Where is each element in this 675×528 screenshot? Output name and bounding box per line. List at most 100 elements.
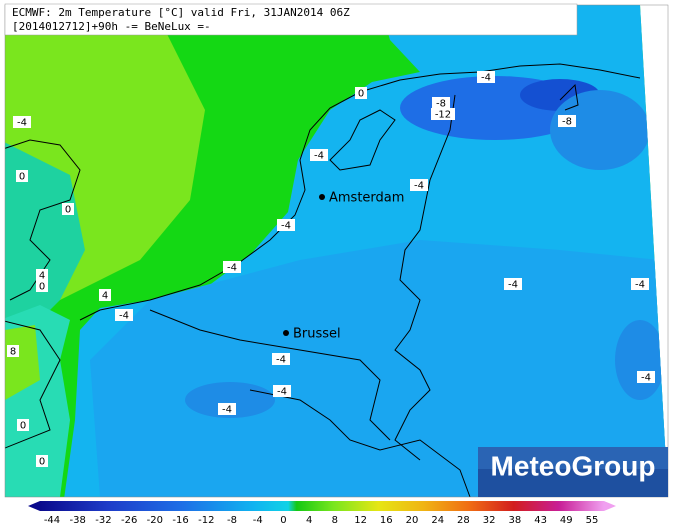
contour-label: -8 <box>436 99 446 110</box>
borders <box>5 63 641 497</box>
contour-label-box <box>273 385 291 397</box>
contour-label: 8 <box>10 347 16 358</box>
colorbar-tick-label: 0 <box>280 515 286 526</box>
colorbar-tick-label: 16 <box>380 515 393 526</box>
header-box <box>4 3 578 36</box>
land-field <box>90 240 668 497</box>
contour-label: 0 <box>358 89 364 100</box>
contour-label: 4 <box>102 291 108 302</box>
logo-shade <box>478 447 668 469</box>
colorbar-tick-label: 8 <box>332 515 338 526</box>
contour-label-box <box>115 309 133 321</box>
colorbar-tick-label: 32 <box>483 515 496 526</box>
contour-label-box <box>36 269 48 281</box>
contour-label: -4 <box>641 373 651 384</box>
contour-label-box <box>432 97 450 109</box>
city-name: Brussel <box>293 327 341 342</box>
contour-label-box <box>62 203 74 215</box>
header: ECMWF: 2m Temperature [°C] valid Fri, 31… <box>4 3 578 36</box>
contour-label-box <box>504 278 522 290</box>
contour-label: 0 <box>39 457 45 468</box>
contour-label-box <box>223 261 241 273</box>
cities: Amsterdam Brussel <box>283 191 404 342</box>
coastline <box>5 319 61 451</box>
contour-label: 4 <box>39 271 45 282</box>
contour-label: -4 <box>281 221 291 232</box>
contour-label-box <box>355 87 367 99</box>
colorbar-arrow <box>28 501 40 511</box>
contour-label: -4 <box>481 73 491 84</box>
contour-label-box <box>310 149 328 161</box>
city-name: Amsterdam <box>329 191 404 206</box>
contour-label-box <box>99 289 111 301</box>
colorbar-tick-label: 12 <box>354 515 367 526</box>
cold-patch <box>615 320 665 400</box>
coastline <box>299 63 641 161</box>
logo-text: MeteoGroup <box>491 450 656 481</box>
colorbar-tick-label: -4 <box>253 515 263 526</box>
contour-label-box <box>431 108 455 120</box>
colorbar-tick-label: -38 <box>70 515 86 526</box>
colorbar-tick-label: 49 <box>560 515 573 526</box>
contour-label: -4 <box>314 151 324 162</box>
contour-label-box <box>17 419 29 431</box>
header-subtitle: [2014012712]+90h -= BeNeLux =- <box>12 20 211 33</box>
colorbar-tick-label: -44 <box>44 515 60 526</box>
colorbar-tick-label: 20 <box>406 515 419 526</box>
coastline <box>559 83 579 111</box>
logo: MeteoGroup <box>478 447 668 497</box>
city-marker <box>319 194 325 200</box>
colorbar-tick-label: -8 <box>227 515 237 526</box>
contour-label: -4 <box>119 311 129 322</box>
contour-label-box <box>410 179 428 191</box>
colorbar-tick-label: -20 <box>147 515 163 526</box>
contour-label: 0 <box>19 172 25 183</box>
contour-label: -12 <box>435 110 451 121</box>
teal-field <box>5 140 85 335</box>
contour-label-box <box>558 115 576 127</box>
contour-label-box <box>637 371 655 383</box>
contour-label-box <box>218 403 236 415</box>
contour-label: -4 <box>414 181 424 192</box>
colorbar-tick-label: 43 <box>534 515 547 526</box>
colorbar-tick-label: -26 <box>121 515 137 526</box>
border-line <box>394 94 456 461</box>
colorbar-scale <box>40 501 604 511</box>
colorbar-tick-label: 4 <box>306 515 312 526</box>
colorbar-tick-label: -32 <box>95 515 111 526</box>
border-line <box>249 389 471 497</box>
colorbar-tick-label: 38 <box>508 515 521 526</box>
cold-patch <box>550 90 650 170</box>
contour-label-box <box>477 71 495 83</box>
light-green-field <box>5 325 40 400</box>
contour-label: 0 <box>39 282 45 293</box>
contour-label: -8 <box>562 117 572 128</box>
contour-label: -4 <box>508 280 518 291</box>
contour-label: -4 <box>276 355 286 366</box>
city-marker <box>283 330 289 336</box>
contour-label-box <box>631 278 649 290</box>
contour-label-box <box>16 170 28 182</box>
colorbar-tick-label: -16 <box>172 515 188 526</box>
coastline <box>329 109 396 171</box>
contour-label: -4 <box>635 280 645 291</box>
colorbar-tick-label: 55 <box>586 515 599 526</box>
contour-label: -4 <box>17 118 27 129</box>
colorbar-tick-label: -12 <box>198 515 214 526</box>
colorbar-tick-label: 28 <box>457 515 470 526</box>
contour-label-box <box>277 219 295 231</box>
contour-label: 0 <box>65 205 71 216</box>
colorbar: -44 -38 -32 -26 -20 -16 -12 -8 -4 0 4 8 12 16 20 24 28 32… <box>28 501 616 526</box>
contour-label: -4 <box>277 387 287 398</box>
header-title: ECMWF: 2m Temperature [°C] valid Fri, 31… <box>12 6 350 19</box>
border-line <box>149 309 391 441</box>
contour-label: -4 <box>227 263 237 274</box>
colorbar-tick-label: 24 <box>431 515 444 526</box>
contour-label-box <box>272 353 290 365</box>
contour-label-box <box>36 455 48 467</box>
colorbar-arrow <box>604 501 616 511</box>
